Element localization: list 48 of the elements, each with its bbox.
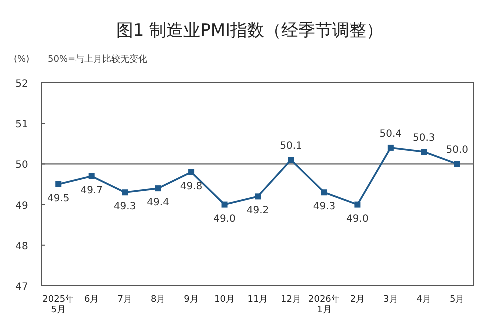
data-label: 49.0 [214, 214, 236, 225]
x-tick-label: 10月 [214, 295, 235, 305]
x-tick-label: 3月 [384, 295, 398, 305]
x-tick-label: 6月 [84, 295, 100, 305]
x-tick-label: 7月 [118, 295, 132, 305]
data-label: 50.4 [380, 128, 402, 140]
point [222, 202, 228, 208]
chart-subtitle: 50%=与上月比较无变化 [48, 54, 148, 65]
y-axis-title: (%) [14, 55, 30, 65]
data-label: 49.7 [80, 185, 103, 196]
data-label: 49.0 [346, 214, 369, 225]
point [88, 173, 95, 180]
point [421, 149, 428, 156]
data-label: 49.2 [246, 206, 270, 217]
point [255, 194, 261, 200]
point [454, 161, 460, 168]
x-tick-label: 8月 [150, 295, 166, 305]
x-tick-label: 5月 [450, 295, 465, 305]
data-label: 49.8 [180, 181, 203, 192]
point [122, 190, 128, 196]
data-label: 49.4 [147, 198, 170, 209]
x-tick-label: 2月 [350, 295, 366, 305]
x-tick-label: 4月 [416, 295, 432, 305]
point [388, 144, 394, 151]
point [321, 190, 328, 196]
data-label: 50.3 [413, 133, 436, 144]
data-label: 49.3 [114, 202, 136, 213]
y-tick-label: 49 [16, 200, 28, 212]
point [56, 182, 62, 188]
data-label: 49.3 [313, 202, 336, 213]
point [188, 169, 195, 176]
x-tick-label: 2026年 1月 [308, 294, 340, 316]
data-label: 50.0 [446, 145, 469, 156]
y-tick-label: 51 [16, 120, 28, 131]
y-tick-label: 52 [16, 79, 28, 90]
x-tick-label: 11月 [248, 295, 268, 305]
point [155, 186, 162, 192]
point [354, 202, 361, 208]
chart-title: 图1 制造业PMI指数（经季节调整） [116, 21, 384, 41]
data-label: 49.5 [47, 194, 70, 204]
x-tick-label: 9月 [184, 295, 199, 305]
y-tick-label: 47 [16, 282, 28, 293]
x-tick-label: 2025年 5月 [42, 294, 75, 316]
x-tick-label: 12月 [281, 295, 302, 305]
point [288, 157, 294, 164]
y-tick-label: 50 [16, 160, 28, 172]
data-label: 50.1 [280, 141, 302, 152]
y-tick-label: 48 [16, 241, 28, 252]
